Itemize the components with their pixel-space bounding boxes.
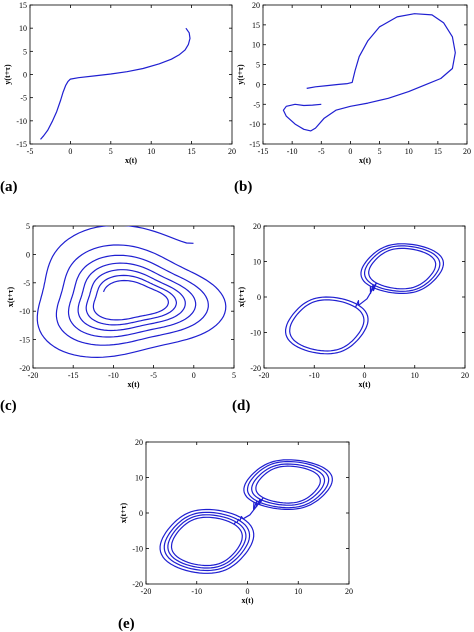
- y-tick-label: -5: [253, 100, 260, 109]
- x-tick-label: -20: [259, 371, 270, 380]
- x-tick-label: 0: [348, 147, 352, 156]
- x-tick-label: -20: [141, 587, 152, 596]
- x-axis-label: x(t): [128, 380, 140, 389]
- y-tick-label: 15: [252, 21, 260, 30]
- x-tick-label: 5: [378, 147, 382, 156]
- x-tick-label: 0: [246, 587, 250, 596]
- x-tick-label: 20: [345, 587, 353, 596]
- y-tick-label: -10: [249, 120, 260, 129]
- x-tick-label: -10: [309, 371, 320, 380]
- panel-label-c: (c): [0, 398, 17, 414]
- x-tick-label: -15: [258, 147, 269, 156]
- panel-label-a: (a): [0, 179, 18, 195]
- x-tick-label: -5: [150, 371, 157, 380]
- x-tick-label: 5: [109, 147, 113, 156]
- x-tick-label: 10: [411, 371, 419, 380]
- panel-label-e: (e): [118, 616, 135, 632]
- x-tick-label: -20: [28, 371, 39, 380]
- y-axis-label: x(t+τ): [119, 503, 128, 524]
- plot-frame: [32, 225, 235, 369]
- x-tick-label: -10: [108, 371, 119, 380]
- y-tick-label: 0: [256, 80, 260, 89]
- y-tick-label: 0: [257, 293, 261, 302]
- y-tick-label: -10: [19, 307, 30, 316]
- y-tick-label: -10: [250, 329, 261, 338]
- y-tick-label: -10: [16, 117, 27, 126]
- y-axis-label: y(t+τ): [3, 64, 12, 85]
- y-tick-label: -15: [16, 140, 27, 149]
- y-tick-label: 5: [26, 222, 30, 231]
- trajectory-line: [40, 27, 191, 140]
- y-axis-label: y(t+τ): [236, 64, 245, 85]
- x-tick-label: 0: [192, 371, 196, 380]
- x-tick-label: 10: [405, 147, 413, 156]
- x-tick-label: 20: [463, 147, 471, 156]
- plot-frame: [263, 225, 466, 369]
- y-tick-label: -10: [132, 545, 143, 554]
- y-axis-label: x(t+τ): [6, 287, 15, 308]
- x-axis-label: x(t): [359, 380, 371, 389]
- panel-b: -15 -10 -5 0 5 10 15 20 -15 -10 -5 0 5 10 15 20 x(t) y(t+…: [236, 1, 471, 165]
- y-tick-label: 10: [19, 24, 27, 33]
- x-tick-label: 15: [188, 147, 196, 156]
- plot-frame: [262, 4, 468, 145]
- panel-label-b: (b): [234, 179, 252, 195]
- y-tick-label: 20: [253, 222, 261, 231]
- y-tick-label: 10: [252, 41, 260, 50]
- y-tick-label: -20: [19, 364, 30, 373]
- plot-frame: [29, 4, 233, 145]
- y-tick-label: 20: [252, 1, 260, 10]
- x-tick-label: 20: [461, 371, 469, 380]
- y-tick-label: -20: [132, 580, 143, 589]
- y-tick-label: 5: [23, 47, 27, 56]
- x-tick-label: -10: [287, 147, 298, 156]
- x-tick-label: 10: [294, 587, 302, 596]
- x-tick-label: -5: [318, 147, 325, 156]
- y-tick-label: 0: [26, 250, 30, 259]
- panel-a: -5 0 5 10 15 20 -15 -10 -5 0 5 10 15 x(t) y(t+τ): [3, 1, 236, 165]
- panel-d: -20 -10 0 10 20 -20 -10 0 10 20 x(t) x(t+τ): [237, 222, 469, 389]
- y-tick-label: 10: [135, 474, 143, 483]
- y-tick-label: 0: [23, 71, 27, 80]
- trajectory-line: [285, 243, 444, 355]
- x-tick-label: 0: [363, 371, 367, 380]
- x-axis-label: x(t): [125, 156, 137, 165]
- x-tick-label: 5: [232, 371, 236, 380]
- y-tick-label: 0: [139, 509, 143, 518]
- trajectory-line: [36, 226, 227, 358]
- y-tick-label: 15: [19, 1, 27, 10]
- x-tick-label: -15: [68, 371, 79, 380]
- y-tick-label: -15: [19, 336, 30, 345]
- x-tick-label: 15: [434, 147, 442, 156]
- x-axis-label: x(t): [242, 596, 254, 605]
- x-tick-label: 0: [68, 147, 72, 156]
- x-tick-label: -5: [27, 147, 34, 156]
- panel-c: -20 -15 -10 -5 0 5 -20 -15 -10 -5 0 5 x(t) x(t+τ): [6, 222, 236, 389]
- y-tick-label: -5: [20, 94, 27, 103]
- x-tick-label: 10: [147, 147, 155, 156]
- y-tick-label: -5: [23, 279, 30, 288]
- trajectory-line: [282, 13, 456, 132]
- x-tick-label: -10: [191, 587, 202, 596]
- trajectory-line: [159, 459, 333, 574]
- y-tick-label: 5: [256, 61, 260, 70]
- y-axis-label: x(t+τ): [237, 287, 246, 308]
- x-tick-label: 20: [228, 147, 236, 156]
- y-tick-label: 10: [253, 258, 261, 267]
- y-tick-label: 20: [135, 438, 143, 447]
- y-tick-label: -15: [249, 140, 260, 149]
- y-tick-label: -20: [250, 364, 261, 373]
- x-axis-label: x(t): [359, 156, 371, 165]
- panel-label-d: (d): [232, 398, 250, 414]
- panel-e: -20 -10 0 10 20 -20 -10 0 10 20 x(t) x(t+τ): [119, 438, 353, 605]
